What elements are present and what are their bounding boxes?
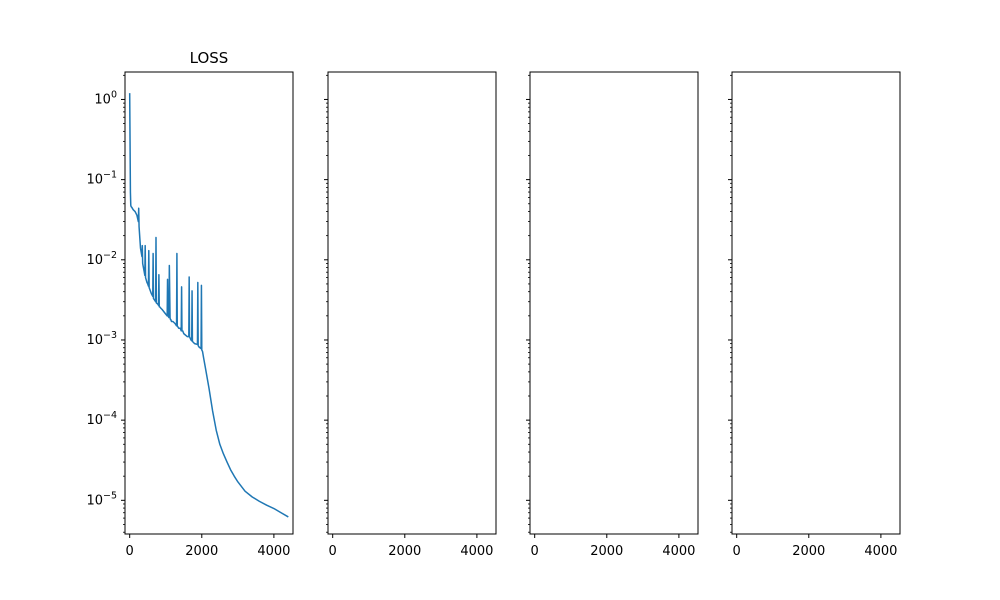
y-tick-label: 10−4: [86, 410, 117, 428]
y-tick-base: 10: [86, 333, 103, 348]
subplot-title: LOSS: [190, 49, 229, 67]
y-tick-label: 10−3: [86, 330, 117, 348]
y-tick-label: 10−1: [86, 170, 117, 188]
x-tick-label: 2000: [388, 544, 421, 559]
y-tick-exponent: −4: [103, 410, 117, 421]
loss-line: [128, 93, 289, 518]
x-tick-label: 4000: [257, 544, 290, 559]
subplot-4: 0 2000 4000: [728, 71, 901, 559]
y-tick-exponent: −3: [103, 330, 117, 341]
x-tick-label: 2000: [590, 544, 623, 559]
subplot-3: 0 2000 4000: [526, 71, 699, 559]
subplot-2: 0 2000 4000: [324, 71, 497, 559]
x-tick-label: 0: [531, 544, 539, 559]
axes-frame: [124, 71, 294, 535]
x-tick-label: 0: [733, 544, 741, 559]
y-tick-base: 10: [86, 493, 103, 508]
y-tick-exponent: −2: [103, 250, 117, 261]
y-tick-base: 10: [86, 253, 103, 268]
axes-frame: [731, 71, 901, 535]
y-tick-label: 10−5: [86, 490, 117, 508]
y-tick-base: 10: [86, 413, 103, 428]
axes-frame: [529, 71, 699, 535]
x-tick-label: 2000: [792, 544, 825, 559]
y-tick-base: 10: [94, 92, 111, 107]
y-tick-label: 100: [94, 89, 117, 107]
y-tick-exponent: 0: [111, 89, 117, 100]
x-tick-label: 0: [329, 544, 337, 559]
x-tick-label: 4000: [864, 544, 897, 559]
x-tick-label: 4000: [662, 544, 695, 559]
x-tick-label: 4000: [460, 544, 493, 559]
x-tick-label: 0: [126, 544, 134, 559]
y-tick-exponent: −1: [103, 170, 117, 181]
y-tick-label: 10−2: [86, 250, 117, 268]
y-tick-exponent: −5: [103, 490, 117, 501]
y-tick-base: 10: [86, 173, 103, 188]
x-tick-label: 2000: [185, 544, 218, 559]
axes-frame: [327, 71, 497, 535]
